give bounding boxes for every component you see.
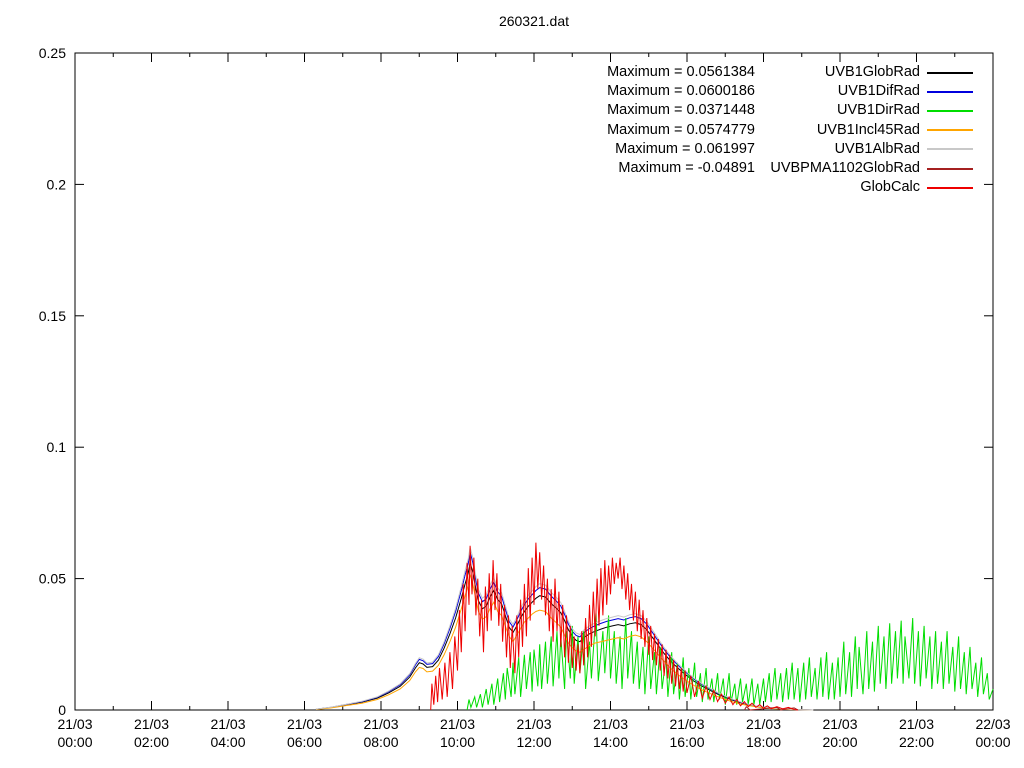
x-tick-label-time: 20:00	[822, 734, 857, 750]
y-tick-label: 0.05	[39, 571, 66, 587]
x-tick-label-date: 21/03	[746, 716, 781, 732]
x-tick-label-date: 21/03	[134, 716, 169, 732]
legend-line-sample	[927, 71, 973, 74]
y-tick-label: 0.2	[47, 176, 67, 192]
legend: Maximum = 0.0561384 UVB1GlobRad Maximum …	[0, 63, 973, 197]
legend-maximum-text: Maximum = 0.061997	[615, 140, 755, 157]
legend-maximum-text: Maximum = 0.0371448	[607, 102, 755, 119]
x-tick-label-date: 21/03	[593, 716, 628, 732]
legend-maximum-text: Maximum = 0.0561384	[607, 64, 755, 80]
y-tick-label: 0.25	[39, 45, 66, 61]
series-UVB1DirRad	[466, 612, 994, 711]
legend-line-sample	[927, 129, 973, 132]
x-tick-label-date: 21/03	[899, 716, 934, 732]
legend-line-sample	[927, 90, 973, 93]
series-GlobCalc	[430, 542, 798, 711]
legend-row: GlobCalc	[0, 178, 973, 197]
legend-row: Maximum = 0.061997 UVB1AlbRad	[0, 140, 973, 159]
legend-maximum-text: Maximum = 0.0574779	[607, 121, 755, 138]
legend-row: Maximum = 0.0600186 UVB1DifRad	[0, 82, 973, 101]
legend-line-sample	[927, 109, 973, 112]
legend-maximum-text: Maximum = -0.04891	[618, 159, 755, 176]
legend-series-label: GlobCalc	[860, 179, 920, 196]
series-UVB1AlbRad	[315, 546, 814, 711]
legend-row: Maximum = 0.0371448 UVB1DirRad	[0, 101, 973, 120]
legend-line-sample	[927, 148, 973, 151]
series-UVBPMA1102GlobRad	[743, 706, 799, 711]
x-tick-label-time: 06:00	[287, 734, 322, 750]
x-tick-label-date: 21/03	[440, 716, 475, 732]
x-tick-label-time: 00:00	[975, 734, 1010, 750]
legend-line-sample	[927, 186, 973, 189]
x-tick-label-time: 18:00	[746, 734, 781, 750]
y-tick-label: 0.1	[47, 439, 67, 455]
legend-series-label: UVB1Incl45Rad	[816, 121, 920, 138]
legend-series-label: UVB1DifRad	[837, 83, 920, 100]
legend-line-sample	[927, 167, 973, 170]
x-tick-label-time: 14:00	[593, 734, 628, 750]
x-tick-label-date: 21/03	[210, 716, 245, 732]
x-tick-label-time: 16:00	[669, 734, 704, 750]
legend-series-label: UVB1AlbRad	[834, 140, 920, 157]
legend-row: Maximum = 0.0561384 UVB1GlobRad	[0, 63, 973, 82]
x-tick-label-date: 21/03	[516, 716, 551, 732]
x-tick-label-date: 21/03	[57, 716, 92, 732]
x-tick-label-date: 21/03	[669, 716, 704, 732]
legend-series-label: UVBPMA1102GlobRad	[770, 159, 920, 176]
x-tick-label-time: 12:00	[516, 734, 551, 750]
legend-maximum-text	[0, 178, 755, 197]
x-tick-label-date: 21/03	[287, 716, 322, 732]
chart-title: 260321.dat	[498, 13, 570, 29]
y-tick-label: 0.15	[39, 308, 66, 324]
y-tick-label: 0	[58, 702, 66, 718]
x-tick-label-time: 04:00	[210, 734, 245, 750]
x-tick-label-date: 22/03	[975, 716, 1010, 732]
x-tick-label-time: 02:00	[134, 734, 169, 750]
legend-row: Maximum = 0.0574779 UVB1Incl45Rad	[0, 121, 973, 140]
legend-series-label: UVB1DirRad	[837, 102, 920, 119]
x-tick-label-time: 08:00	[363, 734, 398, 750]
x-tick-label-date: 21/03	[822, 716, 857, 732]
legend-series-label: UVB1GlobRad	[824, 64, 920, 80]
x-tick-label-time: 10:00	[440, 734, 475, 750]
legend-row: Maximum = -0.04891 UVBPMA1102GlobRad	[0, 159, 973, 178]
x-tick-label-time: 00:00	[57, 734, 92, 750]
legend-maximum-text: Maximum = 0.0600186	[607, 83, 755, 100]
x-tick-label-time: 22:00	[899, 734, 934, 750]
x-tick-label-date: 21/03	[363, 716, 398, 732]
